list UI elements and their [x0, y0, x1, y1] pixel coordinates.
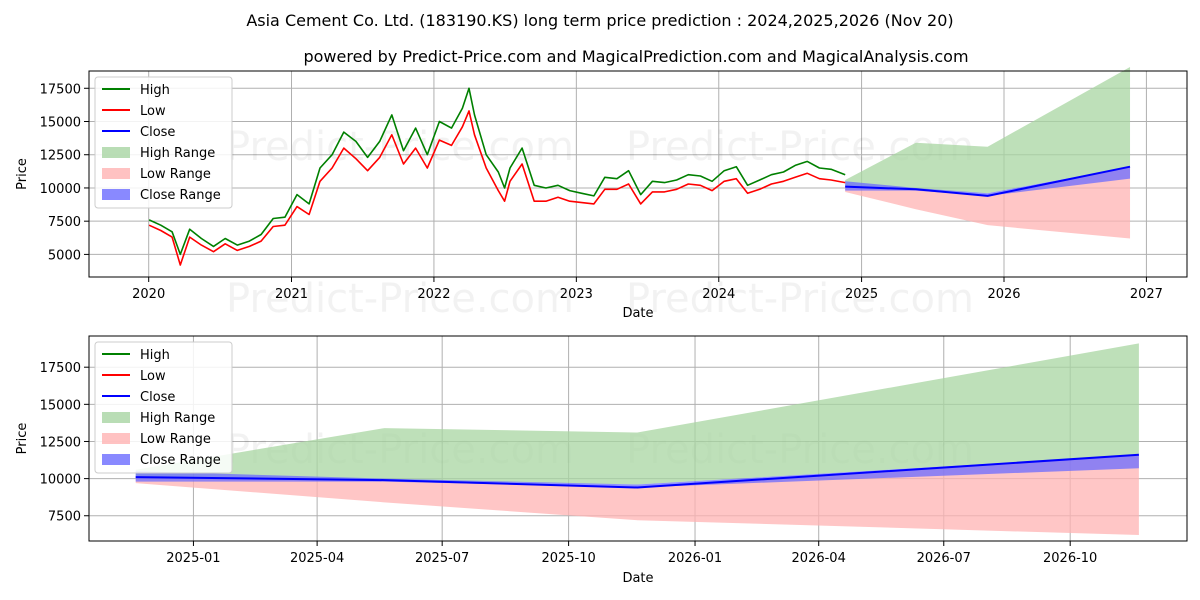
legend-label-low: Low: [140, 104, 166, 119]
legend-label-low-range: Low Range: [140, 167, 211, 182]
plot-frame: [88, 70, 1188, 278]
y-axis-title: Price: [15, 158, 30, 190]
top-panel: Predict-Price.com Predict-Price.com Predic…: [15, 67, 1188, 322]
legend-label-high: High: [140, 83, 170, 98]
legend-swatch-close-range: [102, 189, 130, 200]
x-tick-label: 2026-04: [792, 551, 846, 566]
legend-swatch-close-range: [102, 454, 130, 465]
x-tick-label: 2027: [1130, 287, 1163, 302]
legend-label-close-range: Close Range: [140, 188, 221, 203]
y-tick-label: 7500: [48, 510, 81, 525]
x-tick-label: 2026-10: [1043, 551, 1097, 566]
legend-label-high: High: [140, 348, 170, 363]
legend-label-high-range: High Range: [140, 146, 215, 161]
high-range-band: [845, 67, 1131, 194]
y-tick-label: 10000: [40, 473, 81, 488]
bottom-panel: Predict-Price.comPredict-Price.com2025-0…: [15, 335, 1188, 586]
x-tick-label: 2024: [702, 287, 735, 302]
x-tick-label: 2022: [417, 287, 450, 302]
x-tick-label: 2026-01: [668, 551, 722, 566]
legend-label-close: Close: [140, 390, 175, 405]
x-tick-label: 2023: [560, 287, 593, 302]
y-tick-label: 10000: [40, 182, 81, 197]
watermark-text: Predict-Price.com: [226, 124, 574, 170]
y-tick-label: 12500: [40, 149, 81, 164]
y-tick-label: 7500: [48, 215, 81, 230]
x-tick-label: 2025-04: [290, 551, 344, 566]
watermark-text: Predict-Price.com: [626, 276, 974, 322]
legend-swatch-high-range: [102, 412, 130, 423]
legend-label-low: Low: [140, 369, 166, 384]
x-tick-label: 2020: [132, 287, 165, 302]
legend-label-low-range: Low Range: [140, 432, 211, 447]
chart-subtitle: powered by Predict-Price.com and Magical…: [303, 47, 968, 66]
legend-swatch-low-range: [102, 168, 130, 179]
watermark-text: Predict-Price.com: [226, 276, 574, 322]
y-tick-label: 5000: [48, 248, 81, 263]
low-series-line: [148, 110, 846, 266]
x-tick-label: 2026: [987, 287, 1020, 302]
x-tick-label: 2026-07: [917, 551, 971, 566]
x-tick-label: 2025: [845, 287, 878, 302]
x-tick-label: 2021: [275, 287, 308, 302]
high-range-band: [135, 343, 1139, 485]
legend-swatch-high-range: [102, 147, 130, 158]
x-tick-label: 2025-01: [166, 551, 220, 566]
high-series-line: [148, 87, 846, 256]
legend: High Low Close High Range Low Range Close Ran…: [94, 76, 233, 209]
y-tick-label: 12500: [40, 435, 81, 450]
y-tick-label: 15000: [40, 116, 81, 131]
legend: High Low Close High Range Low Range Close Ran…: [94, 341, 233, 474]
y-tick-label: 17500: [40, 361, 81, 376]
x-tick-label: 2025-10: [541, 551, 595, 566]
y-tick-label: 15000: [40, 398, 81, 413]
close-series-line: [135, 453, 1139, 489]
y-axis-title: Price: [15, 423, 30, 455]
x-tick-label: 2025-07: [415, 551, 469, 566]
plot-frame: [88, 335, 1188, 542]
legend-label-close-range: Close Range: [140, 453, 221, 468]
legend-label-close: Close: [140, 125, 175, 140]
chart-title: Asia Cement Co. Ltd. (183190.KS) long te…: [246, 11, 953, 30]
close-series-line: [845, 165, 1131, 197]
legend-swatch-low-range: [102, 433, 130, 444]
legend-label-high-range: High Range: [140, 411, 215, 426]
y-tick-label: 17500: [40, 82, 81, 97]
x-axis-title: Date: [622, 306, 653, 321]
x-axis-title: Date: [622, 571, 653, 586]
